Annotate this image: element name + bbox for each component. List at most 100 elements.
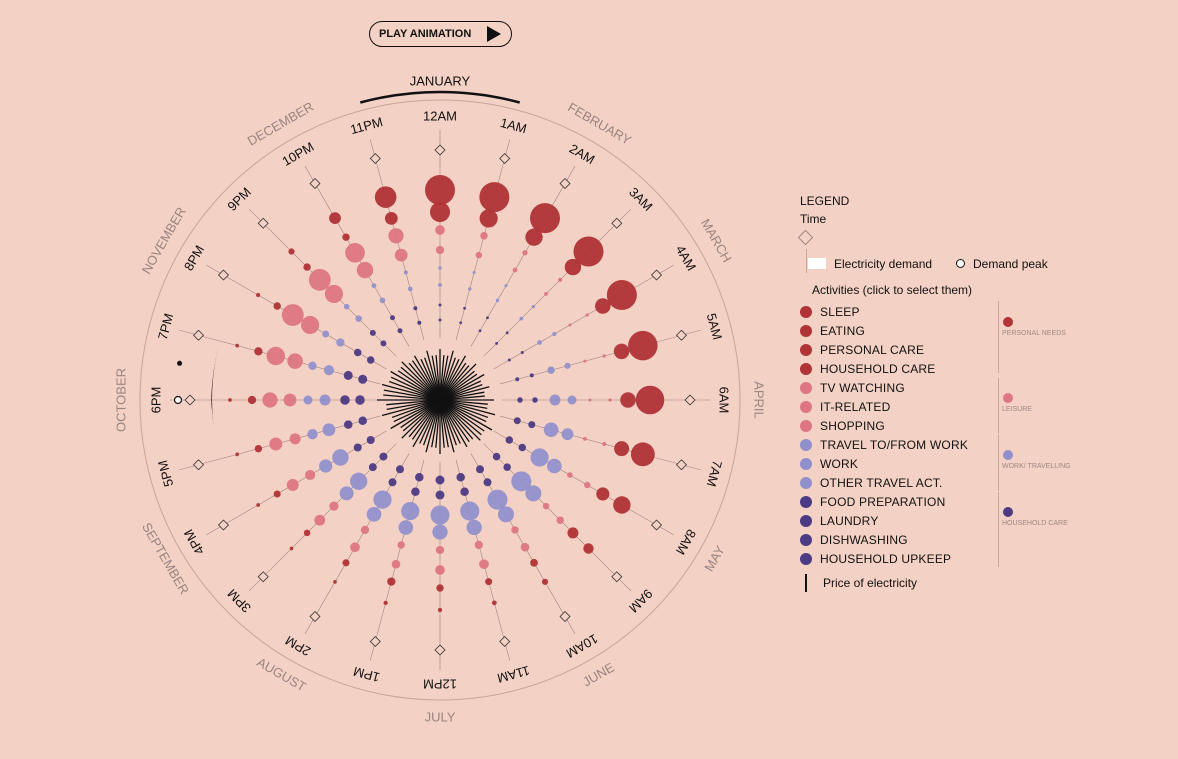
activity-bubble xyxy=(628,330,658,361)
activity-bubble xyxy=(438,303,442,307)
activity-dot-icon xyxy=(800,476,812,489)
time-diamond-icon xyxy=(434,644,446,656)
time-diamond-icon xyxy=(434,144,446,156)
activity-dot-icon xyxy=(800,419,812,432)
activity-bubble xyxy=(235,452,239,457)
activity-item-laundry[interactable]: LAUNDRY xyxy=(800,511,879,530)
price-spike xyxy=(439,399,489,419)
price-spike xyxy=(439,399,461,444)
activity-bubble xyxy=(547,366,555,374)
activity-bubble xyxy=(525,228,543,246)
activity-item-household-care[interactable]: HOUSEHOLD CARE xyxy=(800,359,936,378)
activity-bubble xyxy=(303,529,311,537)
activity-bubble xyxy=(286,479,299,491)
activity-bubble xyxy=(366,356,375,364)
activity-bubble xyxy=(585,313,589,317)
hour-tick-label: 5PM xyxy=(155,459,176,489)
activity-bubble xyxy=(360,525,370,535)
activity-dot-icon xyxy=(800,343,812,356)
activity-bubble xyxy=(518,443,527,452)
activity-bubble xyxy=(339,486,354,501)
activity-bubble xyxy=(630,442,655,467)
activity-bubble xyxy=(595,298,611,314)
activity-item-dishwashing[interactable]: DISHWASHING xyxy=(800,530,908,549)
hour-tick-label: 7AM xyxy=(704,459,725,489)
hour-tick-label: 1AM xyxy=(499,115,529,136)
hour-spoke xyxy=(455,139,511,341)
price-spike xyxy=(401,361,441,401)
price-spike xyxy=(439,399,481,441)
activity-item-sleep[interactable]: SLEEP xyxy=(800,302,860,321)
hour-tick-label: 11PM xyxy=(349,114,385,137)
activity-bubble xyxy=(308,361,317,370)
activity-bubble xyxy=(491,600,497,606)
time-diamond-icon xyxy=(650,519,663,531)
activity-bubble xyxy=(403,270,408,275)
activity-bubble xyxy=(283,393,297,407)
activity-bubble xyxy=(425,175,455,205)
month-label: JULY xyxy=(425,709,456,724)
activity-bubble xyxy=(373,490,392,509)
hour-spoke xyxy=(493,264,674,370)
group-label: PERSONAL NEEDS xyxy=(1002,330,1066,337)
month-ring xyxy=(139,99,741,701)
demand-peak-label: Demand peak xyxy=(973,257,1048,271)
month-label: SEPTEMBER xyxy=(139,520,192,597)
activity-bubble xyxy=(635,385,665,415)
price-spike xyxy=(439,395,485,401)
activity-bubble xyxy=(388,478,397,487)
activity-item-food-preparation[interactable]: FOOD PREPARATION xyxy=(800,492,945,511)
activity-bubble xyxy=(567,472,573,478)
activity-bubble xyxy=(573,236,604,267)
activity-bubble xyxy=(397,541,405,549)
price-spike xyxy=(383,389,441,401)
activity-item-personal-care[interactable]: PERSONAL CARE xyxy=(800,340,924,359)
activity-bubble xyxy=(319,394,331,406)
activity-bubble xyxy=(343,420,353,429)
activity-bubble xyxy=(435,545,445,555)
activity-bubble xyxy=(438,266,442,270)
activity-bubble xyxy=(505,331,509,335)
activity-item-work[interactable]: WORK xyxy=(800,454,858,473)
activity-bubble xyxy=(273,302,281,310)
activity-item-other-travel-act[interactable]: OTHER TRAVEL ACT. xyxy=(800,473,943,492)
activity-bubble xyxy=(432,524,448,540)
activity-label: WORK xyxy=(820,456,859,471)
play-animation-button[interactable]: PLAY ANIMATION xyxy=(369,21,512,47)
activity-item-it-related[interactable]: IT-RELATED xyxy=(800,397,890,416)
activity-item-eating[interactable]: EATING xyxy=(800,321,865,340)
activity-item-tv-watching[interactable]: TV WATCHING xyxy=(800,378,905,397)
price-spike xyxy=(390,370,441,401)
activity-bubble xyxy=(435,225,445,235)
electricity-demand-swatch-icon xyxy=(808,258,826,269)
price-spike xyxy=(419,399,441,444)
price-spike xyxy=(439,399,488,409)
time-diamond-icon xyxy=(499,635,511,647)
month-label: AUGUST xyxy=(254,654,308,694)
activity-bubble xyxy=(567,395,577,405)
activity-bubble xyxy=(438,283,442,287)
group-label: LEISURE xyxy=(1002,406,1032,413)
activities-label: Activities (click to select them) xyxy=(812,283,973,297)
price-spike xyxy=(408,362,441,401)
hour-tick-label: 2AM xyxy=(567,141,598,167)
activity-item-shopping[interactable]: SHOPPING xyxy=(800,416,885,435)
price-spike xyxy=(422,399,441,446)
activity-bubble xyxy=(602,354,606,358)
activity-bubble xyxy=(614,441,630,457)
activity-item-travel-to-from-work[interactable]: TRAVEL TO/FROM WORK xyxy=(800,435,968,454)
time-diamond-icon xyxy=(193,459,205,471)
hour-tick-label: 4PM xyxy=(181,527,207,558)
activity-bubble xyxy=(388,228,404,244)
activity-bubble xyxy=(460,487,469,497)
price-spike xyxy=(439,355,445,401)
price-spike xyxy=(411,399,441,440)
price-spike xyxy=(439,357,457,401)
activity-bubble xyxy=(247,395,257,405)
group-divider xyxy=(998,301,999,373)
time-diamond-icon xyxy=(675,459,687,471)
activity-bubble xyxy=(430,202,450,222)
price-spike xyxy=(431,399,441,448)
activity-item-household-upkeep[interactable]: HOUSEHOLD UPKEEP xyxy=(800,549,951,568)
activity-bubble xyxy=(353,443,362,452)
